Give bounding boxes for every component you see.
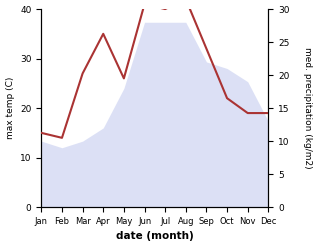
Y-axis label: med. precipitation (kg/m2): med. precipitation (kg/m2) <box>303 47 313 169</box>
Y-axis label: max temp (C): max temp (C) <box>5 77 15 139</box>
X-axis label: date (month): date (month) <box>116 231 194 242</box>
